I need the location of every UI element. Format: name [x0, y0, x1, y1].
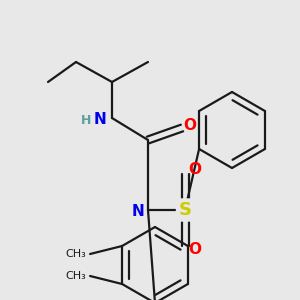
Text: CH₃: CH₃: [66, 249, 86, 259]
Text: H: H: [81, 113, 91, 127]
Text: N: N: [94, 112, 106, 128]
Text: S: S: [178, 201, 191, 219]
Text: O: O: [188, 163, 202, 178]
Text: O: O: [188, 242, 202, 257]
Text: N: N: [132, 205, 144, 220]
Text: CH₃: CH₃: [66, 271, 86, 281]
Text: O: O: [184, 118, 196, 134]
